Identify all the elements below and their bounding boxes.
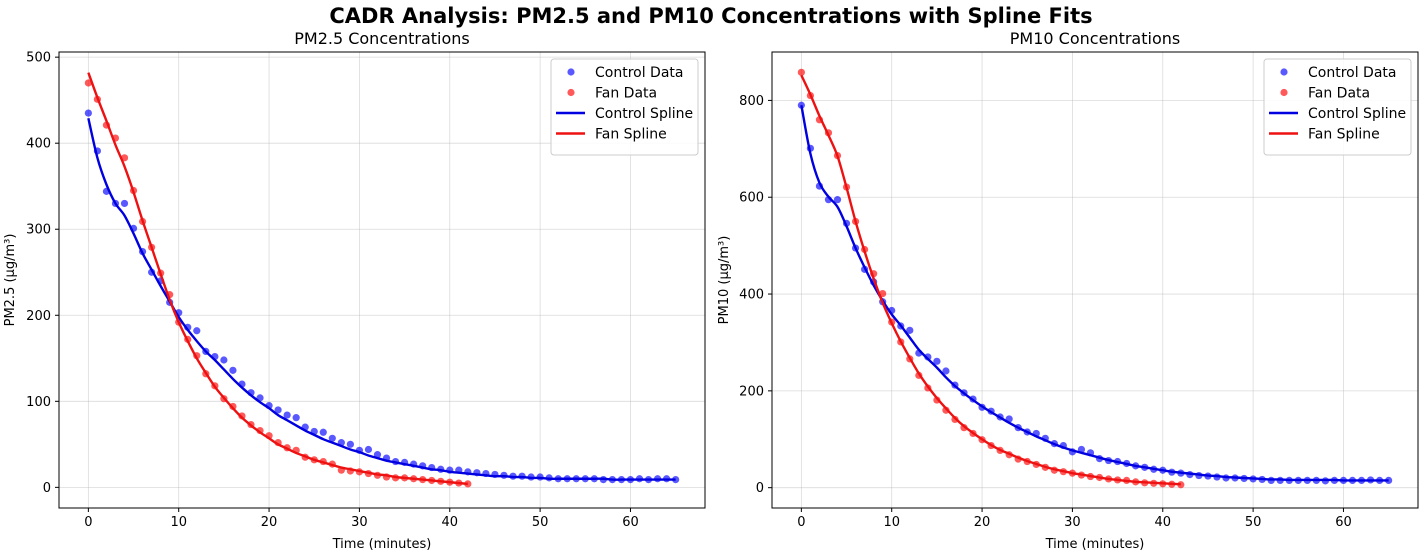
pm10-legend-control-data-label: Control Data: [1308, 65, 1396, 81]
pm25-y-axis-label: PM2.5 (µg/m³): [3, 234, 18, 327]
pm25-x-tick-label: 0: [84, 515, 92, 530]
pm25-control-data-point: [283, 411, 291, 419]
pm25-control-data-point: [193, 327, 201, 335]
pm10-series-group: [797, 68, 1393, 489]
pm10-x-tick-label: 40: [1154, 515, 1171, 530]
pm10-x-tick-label: 30: [1064, 515, 1081, 530]
pm25-control-spline-line: [87, 117, 676, 481]
pm25-y-tick-label: 400: [26, 137, 51, 152]
pm25-legend-fan-data-marker: [567, 88, 575, 97]
pm10-x-tick-label: 10: [883, 515, 900, 530]
pm25-control-data-point: [328, 434, 336, 442]
pm25-y-tick-label: 0: [43, 481, 51, 496]
pm10-x-tick-label: 20: [974, 515, 991, 530]
pm10-fan-data-point: [797, 68, 805, 76]
pm10-x-axis-label: Time (minutes): [1045, 537, 1145, 552]
pm25-series-group: [84, 72, 680, 488]
pm10-x-tick-label: 50: [1245, 515, 1262, 530]
pm10-fan-data-point: [1177, 481, 1185, 489]
pm25-legend: Control Data Fan Data Control Spline Fan Sp…: [550, 58, 699, 156]
pm25-legend-fan-spline-label: Fan Spline: [595, 127, 667, 143]
pm25-control-data-point: [292, 414, 300, 422]
pm10-y-tick-label: 200: [739, 384, 764, 399]
pm25-x-axis-label: Time (minutes): [332, 537, 432, 552]
pm25-y-tick-label: 200: [26, 309, 51, 324]
pm25-x-tick-label: 30: [351, 515, 368, 530]
pm10-control-spline-line: [800, 105, 1389, 482]
pm25-x-tick-label: 50: [532, 515, 549, 530]
pm10-control-data-point: [933, 357, 941, 365]
pm25-legend-fan-data-label: Fan Data: [595, 86, 657, 102]
pm25-legend-control-data-label: Control Data: [595, 65, 683, 81]
pm25-x-tick-label: 40: [441, 515, 458, 530]
pm10-legend-fan-spline-label: Fan Spline: [1308, 127, 1380, 143]
pm25-fan-spline-line: [87, 72, 468, 486]
pm10-x-tick-label: 0: [797, 515, 805, 530]
pm25-y-tick-label: 500: [26, 51, 51, 66]
pm25-control-data-point: [229, 366, 237, 374]
pm10-y-tick-label: 400: [739, 288, 764, 303]
pm25-chart-title: PM2.5 Concentrations: [294, 29, 470, 48]
pm10-y-axis-label: PM10 (µg/m³): [717, 236, 732, 325]
pm25-control-data-point: [364, 445, 373, 454]
pm10-legend-control-data-marker: [1280, 68, 1288, 76]
pm10-axes-frame: [771, 51, 1419, 509]
pm10-legend-control-spline-label: Control Spline: [1308, 106, 1406, 122]
pm25-legend-box: [550, 58, 699, 156]
pm10-legend-fan-data-marker: [1280, 88, 1288, 97]
pm10-y-tick-label: 0: [756, 481, 764, 496]
figure-suptitle: CADR Analysis: PM2.5 and PM10 Concentrat…: [329, 4, 1092, 28]
pm25-legend-control-data-marker: [567, 68, 575, 76]
pm25-control-data-point: [319, 428, 327, 436]
pm25-y-tick-label: 300: [26, 223, 51, 238]
pm10-control-data-point: [833, 196, 842, 204]
pm10-legend: Control Data Fan Data Control Spline Fan Sp…: [1263, 58, 1412, 156]
pm25-x-tick-label: 20: [261, 515, 278, 530]
pm25-x-tick-label: 60: [622, 515, 639, 530]
pm25-fan-data-point: [464, 480, 472, 488]
pm10-control-data-point: [797, 101, 805, 109]
pm25-axes-frame: [58, 51, 706, 509]
pm10-legend-box: [1263, 58, 1412, 156]
pm10-control-data-point: [906, 326, 914, 334]
pm10-fan-spline-line: [800, 74, 1181, 486]
pm10-control-data-point: [942, 367, 950, 375]
pm10-chart-title: PM10 Concentrations: [1010, 29, 1180, 48]
pm10-y-tick-label: 800: [739, 94, 764, 109]
pm10-x-tick-label: 60: [1335, 515, 1352, 530]
pm25-control-data-point: [84, 109, 92, 117]
pm25-x-tick-label: 10: [170, 515, 187, 530]
pm25-chart-panel: 0 10 20 30 40 50 60 0 100 200 300 400 500 PM2.5 Conce…: [3, 29, 706, 552]
pm25-control-data-point: [120, 199, 129, 208]
pm10-y-tick-label: 600: [739, 191, 764, 206]
pm25-control-data-point: [346, 440, 354, 448]
pm25-y-tick-label: 100: [26, 395, 51, 410]
pm25-control-data-point: [274, 406, 282, 414]
pm25-legend-control-spline-label: Control Spline: [595, 106, 693, 122]
pm10-legend-fan-data-label: Fan Data: [1308, 86, 1370, 102]
pm25-control-data-point: [220, 356, 228, 364]
